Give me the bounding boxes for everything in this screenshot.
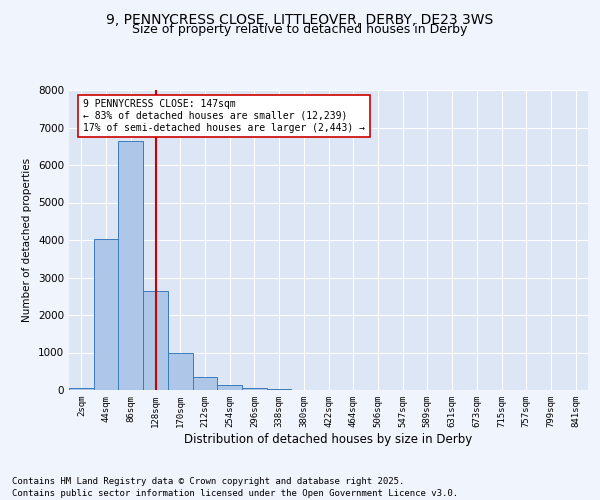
Text: 9 PENNYCRESS CLOSE: 147sqm
← 83% of detached houses are smaller (12,239)
17% of : 9 PENNYCRESS CLOSE: 147sqm ← 83% of deta… [83, 100, 365, 132]
Bar [69, 388, 94, 390]
X-axis label: Distribution of detached houses by size in Derby: Distribution of detached houses by size … [184, 432, 473, 446]
Bar [242, 388, 267, 390]
Text: Size of property relative to detached houses in Derby: Size of property relative to detached ho… [133, 22, 467, 36]
Bar [217, 385, 242, 390]
Y-axis label: Number of detached properties: Number of detached properties [22, 158, 32, 322]
Bar [118, 140, 143, 390]
Bar [94, 240, 118, 390]
Bar [143, 290, 168, 390]
Bar [193, 377, 217, 390]
Bar [267, 389, 292, 390]
Bar [168, 353, 193, 390]
Text: Contains HM Land Registry data © Crown copyright and database right 2025.
Contai: Contains HM Land Registry data © Crown c… [12, 476, 458, 498]
Text: 9, PENNYCRESS CLOSE, LITTLEOVER, DERBY, DE23 3WS: 9, PENNYCRESS CLOSE, LITTLEOVER, DERBY, … [106, 12, 494, 26]
